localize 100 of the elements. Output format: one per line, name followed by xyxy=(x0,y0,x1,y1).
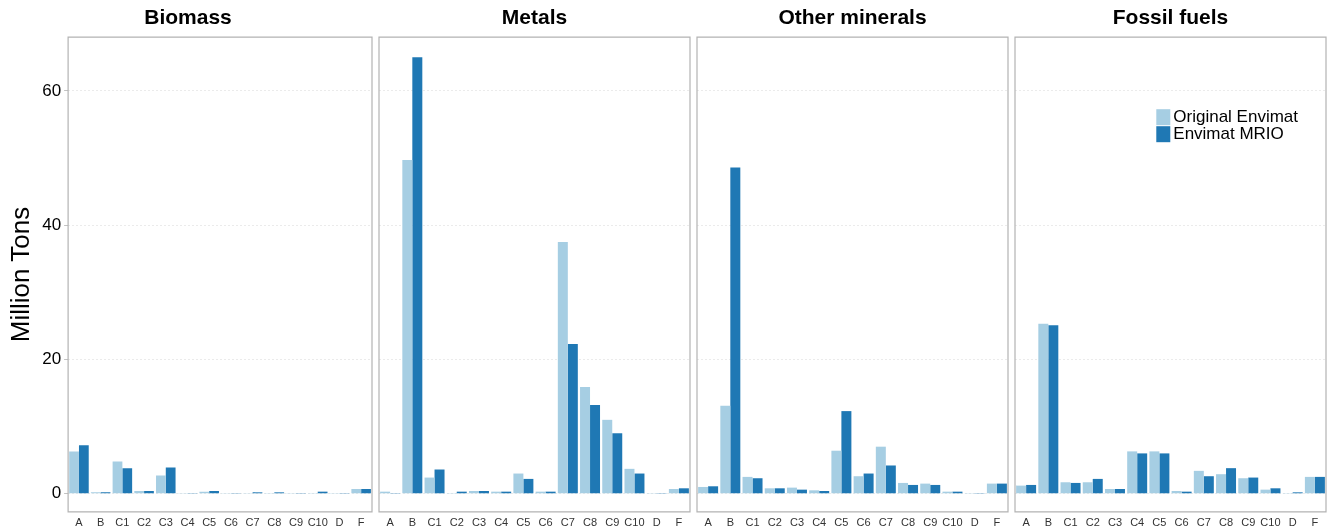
bar xyxy=(557,241,568,494)
bar xyxy=(513,473,524,494)
x-tick-label: D xyxy=(652,516,661,529)
bar xyxy=(678,488,689,494)
x-tick-label: C10 xyxy=(1260,516,1281,529)
x-tick-label: A xyxy=(1022,516,1031,529)
bar xyxy=(1104,488,1115,494)
y-tick-label: 0 xyxy=(51,483,62,503)
bar xyxy=(1248,477,1259,494)
bar xyxy=(402,160,413,494)
bar xyxy=(1238,478,1249,494)
x-tick-label: C4 xyxy=(1130,516,1145,529)
bar xyxy=(720,405,731,494)
bar xyxy=(122,468,133,494)
bar xyxy=(1314,476,1325,494)
bar xyxy=(112,461,123,494)
bar xyxy=(412,57,423,494)
x-tick-label: C1 xyxy=(1063,516,1078,529)
x-tick-label: C4 xyxy=(494,516,509,529)
x-tick-label: C8 xyxy=(267,516,282,529)
bar xyxy=(1216,474,1227,494)
bar xyxy=(742,476,753,494)
bar xyxy=(1203,476,1214,494)
x-tick-label: C2 xyxy=(137,516,152,529)
y-tick-label: 60 xyxy=(42,80,62,100)
bar xyxy=(831,450,842,494)
x-tick-label: F xyxy=(357,516,365,529)
x-tick-label: F xyxy=(1311,516,1319,529)
x-tick-label: C3 xyxy=(158,516,173,529)
bar xyxy=(730,167,741,494)
x-tick-label: C7 xyxy=(560,516,575,529)
x-tick-label: C5 xyxy=(834,516,849,529)
bar xyxy=(875,446,886,494)
x-tick-label: C1 xyxy=(745,516,760,529)
x-tick-label: A xyxy=(75,516,84,529)
x-tick-label: C5 xyxy=(516,516,531,529)
bar xyxy=(841,411,852,494)
x-tick-label: C3 xyxy=(1107,516,1122,529)
x-tick-label: C2 xyxy=(449,516,464,529)
bar xyxy=(698,486,709,494)
bar xyxy=(708,486,719,494)
bar xyxy=(774,488,785,494)
bar xyxy=(602,419,613,494)
x-tick-label: C8 xyxy=(1219,516,1234,529)
x-tick-label: C10 xyxy=(942,516,963,529)
bar xyxy=(156,475,166,494)
x-tick-label: C9 xyxy=(605,516,620,529)
bar xyxy=(424,477,435,494)
x-tick-label: C9 xyxy=(923,516,938,529)
bar xyxy=(752,478,763,494)
x-tick-label: C4 xyxy=(812,516,827,529)
x-tick-label: C5 xyxy=(202,516,217,529)
bar xyxy=(1226,468,1237,494)
bar xyxy=(764,488,775,494)
bar xyxy=(1137,453,1148,494)
x-tick-label: C6 xyxy=(1174,516,1189,529)
x-tick-label: F xyxy=(993,516,1001,529)
x-tick-label: C1 xyxy=(427,516,442,529)
x-tick-label: C10 xyxy=(624,516,645,529)
x-tick-label: C2 xyxy=(1085,516,1100,529)
bar xyxy=(1070,482,1081,494)
bar xyxy=(634,473,645,494)
x-tick-label: B xyxy=(1044,516,1052,529)
bar xyxy=(134,490,145,494)
bar xyxy=(1092,478,1103,494)
bar xyxy=(580,386,591,494)
bar xyxy=(78,445,89,494)
x-tick-label: C6 xyxy=(538,516,553,529)
bar xyxy=(361,488,371,494)
x-tick-label: C7 xyxy=(1196,516,1211,529)
bar xyxy=(1082,482,1093,494)
bar xyxy=(809,490,820,494)
x-tick-label: D xyxy=(1288,516,1297,529)
x-tick-label: D xyxy=(335,516,344,529)
x-tick-label: C9 xyxy=(289,516,304,529)
x-tick-label: C6 xyxy=(856,516,871,529)
bar xyxy=(612,433,623,494)
bar xyxy=(996,483,1007,494)
x-tick-label: B xyxy=(726,516,734,529)
bar xyxy=(1016,485,1027,494)
y-tick-label: 40 xyxy=(42,214,62,234)
x-tick-label: F xyxy=(675,516,683,529)
bar xyxy=(590,405,601,494)
bar xyxy=(209,490,219,494)
bar xyxy=(1026,484,1037,494)
bar xyxy=(1127,451,1138,494)
x-tick-label: A xyxy=(704,516,713,529)
bar xyxy=(898,482,909,494)
x-tick-label: C7 xyxy=(878,516,893,529)
bar xyxy=(863,473,874,494)
legend-label: Original Envimat xyxy=(1173,107,1299,127)
x-tick-label: C8 xyxy=(901,516,916,529)
x-tick-label: B xyxy=(408,516,416,529)
legend-label: Envimat MRIO xyxy=(1173,124,1284,144)
bar xyxy=(1048,325,1059,494)
bar xyxy=(144,490,154,494)
bar xyxy=(853,476,864,494)
x-tick-label: C3 xyxy=(789,516,804,529)
x-tick-label: C1 xyxy=(115,516,130,529)
x-tick-label: C6 xyxy=(223,516,238,529)
